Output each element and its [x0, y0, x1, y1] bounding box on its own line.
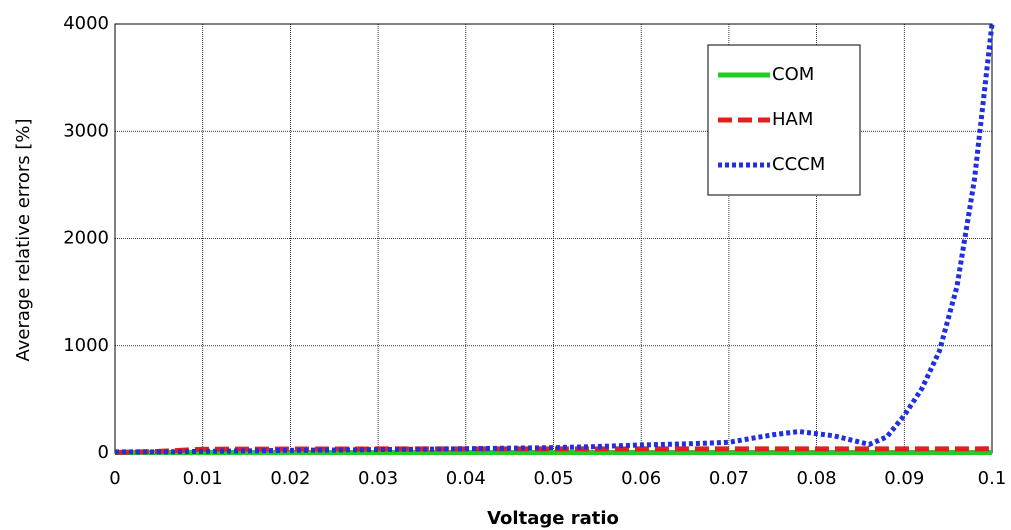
- legend-label: COM: [772, 64, 814, 85]
- y-tick-label: 2000: [63, 228, 109, 249]
- x-tick-label: 0.08: [797, 468, 837, 489]
- line-series: [115, 23, 995, 455]
- legend-label: CCCM: [772, 154, 825, 175]
- x-tick-label: 0.05: [533, 468, 573, 489]
- x-tick-label: 0.01: [183, 468, 223, 489]
- legend-label: HAM: [772, 109, 813, 130]
- x-tick-label: 0.09: [884, 468, 924, 489]
- x-tick-label: 0.1: [978, 468, 1007, 489]
- x-tick-label: 0.07: [709, 468, 749, 489]
- y-axis-label: Average relative errors [%]: [13, 118, 34, 361]
- x-tick-label: 0.03: [358, 468, 398, 489]
- y-tick-label: 0: [98, 442, 109, 463]
- x-tick-label: 0: [109, 468, 120, 489]
- y-tick-label: 3000: [63, 120, 109, 141]
- y-tick-label: 4000: [63, 13, 109, 34]
- y-tick-label: 1000: [63, 335, 109, 356]
- x-tick-label: 0.06: [621, 468, 661, 489]
- legend-box: [707, 44, 861, 196]
- x-tick-label: 0.02: [270, 468, 310, 489]
- x-axis-label: Voltage ratio: [487, 508, 619, 529]
- x-tick-label: 0.04: [446, 468, 486, 489]
